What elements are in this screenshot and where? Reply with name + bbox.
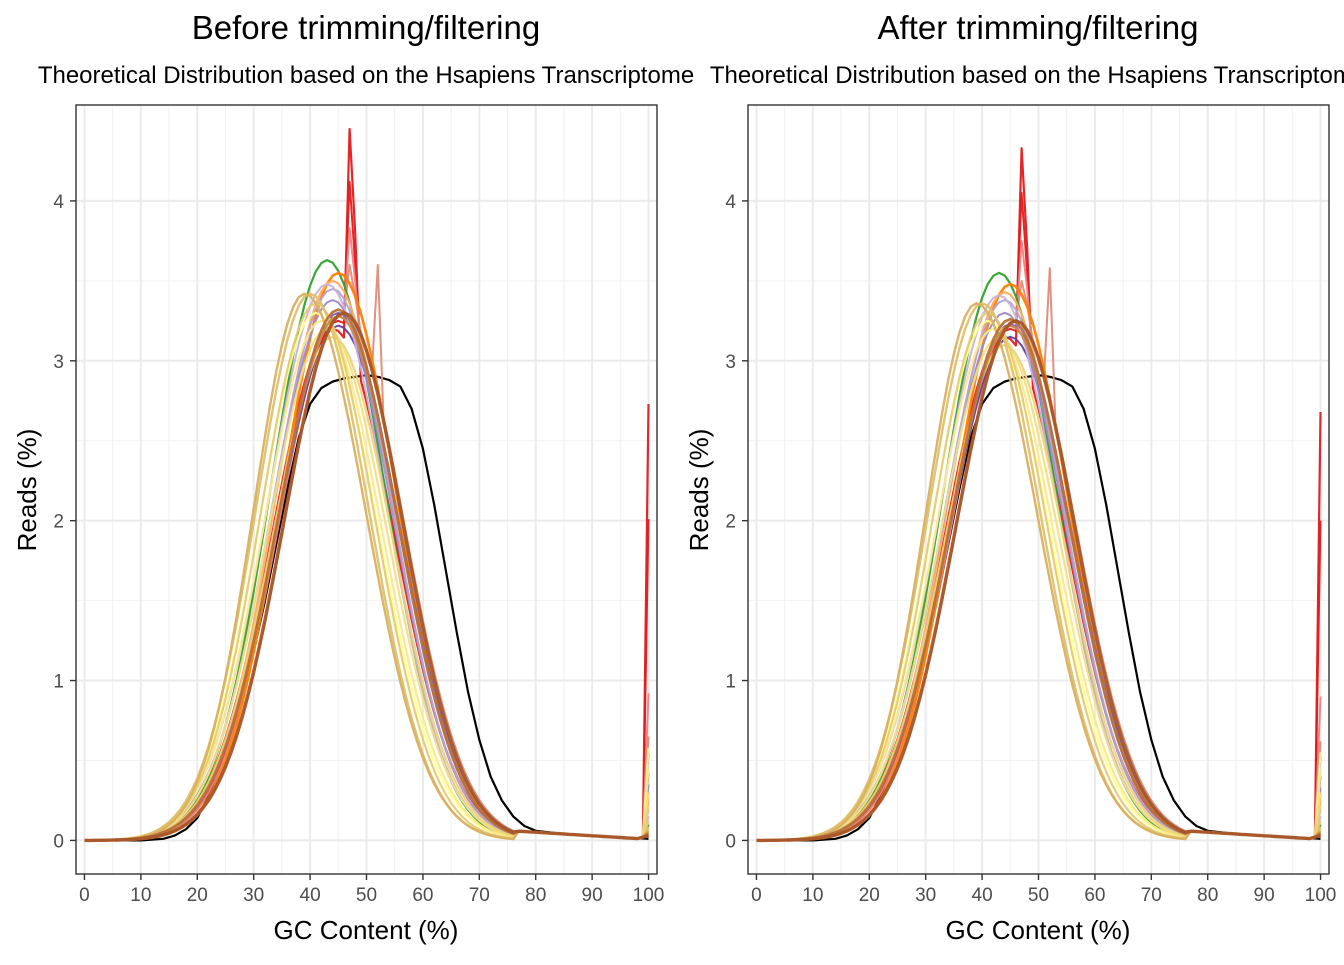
x-tick-label: 80 [525, 885, 546, 906]
series-line-22 [756, 319, 1321, 843]
y-tick-label: 4 [53, 192, 64, 213]
y-tick-label: 2 [725, 512, 736, 533]
y-tick-label: 2 [53, 512, 64, 533]
x-tick-label: 0 [751, 885, 762, 906]
y-tick-label: 1 [53, 672, 64, 693]
plot-area: 0 10 20 30 40 50 60 70 80 90 100 0 1 2 3 4 [725, 104, 1337, 906]
x-tick-label: 60 [412, 885, 433, 906]
y-axis-title: Reads (%) [684, 429, 714, 552]
y-tick-label: 3 [53, 352, 64, 373]
y-tick-label: 0 [53, 831, 64, 852]
panel-subtitle: Theoretical Distribution based on the Hs… [38, 62, 694, 89]
x-tick-label: 70 [1141, 885, 1162, 906]
x-tick-label: 50 [356, 885, 377, 906]
x-tick-label: 10 [130, 885, 151, 906]
y-tick-label: 0 [725, 831, 736, 852]
x-tick-label: 20 [859, 885, 880, 906]
x-tick-label: 30 [243, 885, 264, 906]
series-line-22 [84, 311, 649, 843]
x-tick-label: 100 [1305, 885, 1337, 906]
y-axis-title: Reads (%) [12, 429, 42, 552]
panel-before: Before trimming/filtering Theoretical Di… [12, 9, 694, 945]
x-tick-label: 60 [1084, 885, 1105, 906]
panel-subtitle: Theoretical Distribution based on the Hs… [710, 62, 1344, 89]
panel-after: After trimming/filtering Theoretical Dis… [684, 9, 1344, 945]
x-tick-label: 20 [187, 885, 208, 906]
x-axis-title: GC Content (%) [274, 915, 459, 945]
x-tick-label: 0 [79, 885, 90, 906]
x-tick-label: 90 [1254, 885, 1275, 906]
x-tick-label: 40 [972, 885, 993, 906]
y-tick-label: 3 [725, 352, 736, 373]
plot-area: 0 10 20 30 40 50 60 70 80 90 100 0 1 2 3 4 [53, 104, 665, 906]
x-tick-label: 70 [469, 885, 490, 906]
y-tick-label: 4 [725, 192, 736, 213]
panel-title: After trimming/filtering [878, 9, 1199, 46]
x-tick-label: 80 [1197, 885, 1218, 906]
x-tick-label: 30 [915, 885, 936, 906]
x-tick-label: 50 [1028, 885, 1049, 906]
panel-title: Before trimming/filtering [192, 9, 540, 46]
x-tick-label: 40 [300, 885, 321, 906]
y-tick-label: 1 [725, 672, 736, 693]
x-tick-label: 90 [582, 885, 603, 906]
x-axis-title: GC Content (%) [946, 915, 1131, 945]
x-tick-label: 100 [633, 885, 665, 906]
x-tick-label: 10 [802, 885, 823, 906]
